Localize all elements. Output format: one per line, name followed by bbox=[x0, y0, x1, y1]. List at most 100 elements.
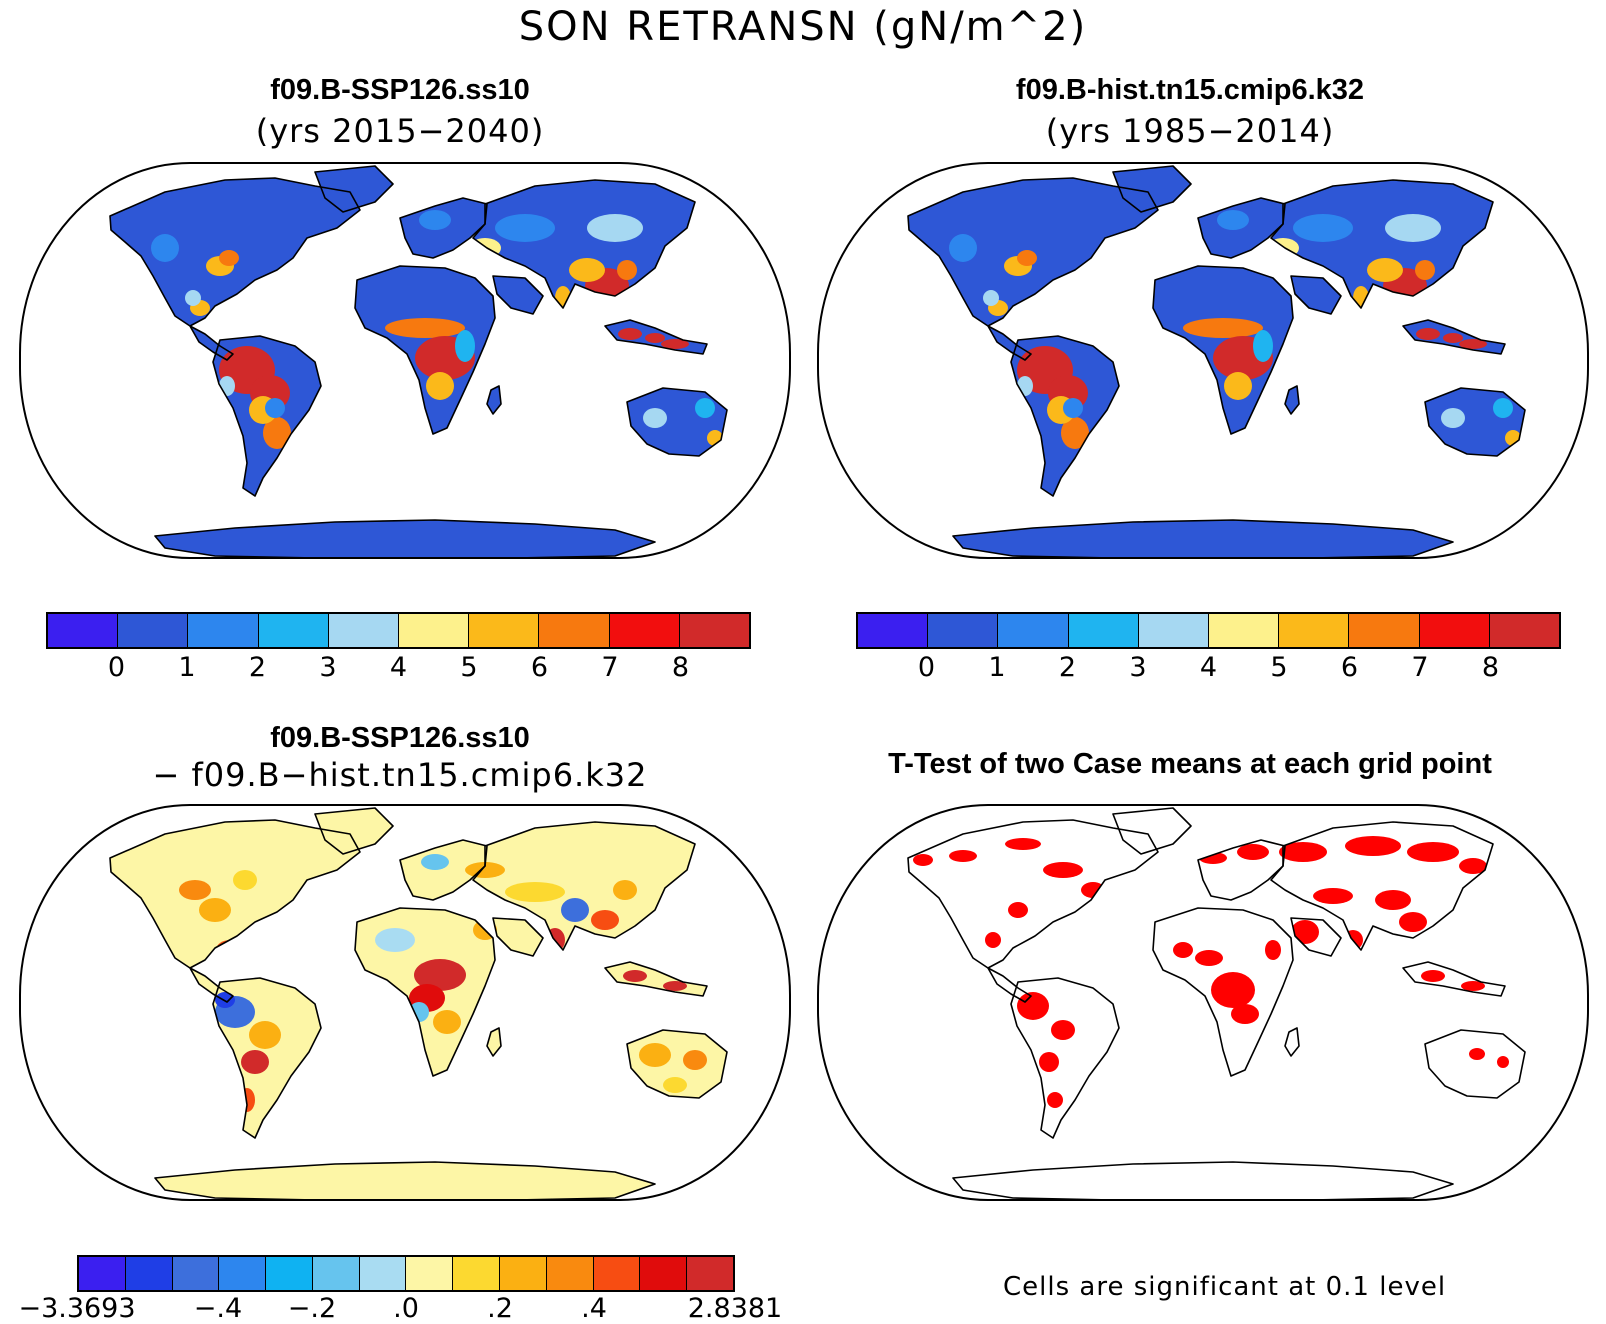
panel-subtitle-bottom-left: − f09.B−hist.tn15.cmip6.k32 bbox=[152, 756, 648, 794]
field-patch bbox=[1441, 408, 1465, 428]
coastline-south_america bbox=[212, 335, 322, 497]
coastline-se_asia_islands bbox=[1402, 319, 1506, 355]
colorbar-cell bbox=[328, 614, 400, 647]
coastline-antarctica bbox=[154, 1161, 656, 1200]
land-asia bbox=[1271, 180, 1493, 308]
map-border bbox=[19, 162, 791, 559]
colorbar-cell bbox=[858, 614, 929, 647]
field-patch bbox=[1061, 417, 1089, 449]
colorbar-cell bbox=[399, 614, 470, 647]
field-patch bbox=[1183, 318, 1263, 338]
field-patch bbox=[199, 898, 231, 922]
field-patch bbox=[663, 981, 687, 991]
colorbar-tick-label: 8 bbox=[1481, 652, 1500, 683]
coastline-south_america bbox=[1010, 977, 1120, 1139]
field-patch bbox=[1385, 214, 1441, 242]
field-patch bbox=[1493, 398, 1513, 418]
colorbar-tick-label: −.2 bbox=[287, 1293, 337, 1324]
coastline-greenland bbox=[1112, 165, 1192, 213]
field-patch bbox=[1399, 912, 1427, 932]
field-patch bbox=[949, 234, 977, 262]
coastline-africa bbox=[354, 907, 496, 1077]
colorbar-cell bbox=[188, 614, 259, 647]
colorbar-tick-label: .4 bbox=[581, 1293, 607, 1324]
coastline-asia bbox=[1270, 821, 1494, 951]
coastline-europe bbox=[1197, 197, 1286, 259]
field-patch bbox=[1421, 970, 1445, 982]
colorbar-cell bbox=[258, 614, 329, 647]
coastline-arabia bbox=[492, 917, 544, 957]
panel-title-top-left: f09.B-SSP126.ss10 bbox=[270, 74, 530, 106]
land-arabia bbox=[1291, 276, 1341, 314]
field-patch bbox=[185, 290, 201, 306]
colorbar-cell bbox=[48, 614, 119, 647]
field-patch bbox=[1008, 902, 1028, 918]
coastline-central_america bbox=[987, 967, 1032, 1003]
coastline-south_america bbox=[1010, 335, 1120, 497]
field-patch bbox=[1017, 992, 1049, 1020]
colorbar-cell bbox=[998, 614, 1069, 647]
colorbar-cell bbox=[266, 1257, 313, 1290]
field-patch bbox=[639, 1043, 671, 1067]
field-patch bbox=[426, 372, 454, 400]
field-patch bbox=[613, 880, 637, 900]
field-patch bbox=[421, 854, 449, 870]
land-north_america bbox=[110, 820, 360, 968]
coastline-se_asia_islands bbox=[604, 961, 708, 997]
coastline-madagascar bbox=[1284, 1027, 1300, 1057]
field-patch bbox=[1005, 838, 1041, 850]
field-patch bbox=[985, 932, 1001, 948]
colorbar-cell bbox=[679, 614, 750, 647]
coastline-europe bbox=[1197, 839, 1286, 901]
field-patch bbox=[1051, 1020, 1075, 1040]
significance-note: Cells are significant at 0.1 level bbox=[1003, 1272, 1447, 1302]
land-australia bbox=[1425, 1030, 1525, 1098]
map-border bbox=[817, 804, 1589, 1201]
field-patch bbox=[1231, 1004, 1259, 1024]
land-greenland bbox=[315, 166, 393, 212]
field-patch bbox=[663, 1077, 687, 1093]
coastline-central_america bbox=[987, 325, 1032, 361]
colorbar-cell bbox=[928, 614, 999, 647]
field-patch bbox=[913, 854, 933, 866]
map-border bbox=[19, 804, 791, 1201]
coastline-europe bbox=[399, 839, 488, 901]
coastline-central_america bbox=[189, 325, 234, 361]
field-patch bbox=[643, 408, 667, 428]
colorbar-tick-label: 6 bbox=[530, 652, 549, 683]
field-patch bbox=[1443, 333, 1463, 343]
coastline-madagascar bbox=[1284, 385, 1300, 415]
colorbar-cell bbox=[593, 1257, 641, 1290]
colorbar-cell bbox=[500, 1257, 547, 1290]
colorbar-bottom-left bbox=[77, 1255, 735, 1292]
coastline-africa bbox=[1152, 265, 1294, 435]
field-patch bbox=[385, 318, 465, 338]
coastline-australia bbox=[1424, 387, 1526, 457]
field-patch bbox=[263, 417, 291, 449]
coastline-se_asia_islands bbox=[604, 319, 708, 355]
colorbar-tick-label: 1 bbox=[178, 652, 196, 683]
field-patch bbox=[1279, 842, 1327, 862]
field-patch bbox=[151, 234, 179, 262]
field-patch bbox=[1195, 950, 1223, 966]
colorbar-tick-label: 5 bbox=[1270, 652, 1288, 683]
colorbar-tick-label: −3.3693 bbox=[18, 1293, 136, 1324]
coastline-antarctica bbox=[154, 519, 656, 558]
map-top-left bbox=[19, 162, 791, 559]
coastline-arabia bbox=[1290, 275, 1342, 315]
colorbar-cell bbox=[219, 1257, 267, 1290]
coastline-antarctica bbox=[952, 519, 1454, 558]
colorbar-cell bbox=[359, 1257, 407, 1290]
colorbar-cell bbox=[687, 1257, 733, 1290]
coastline-africa bbox=[1152, 907, 1294, 1077]
field-patch bbox=[1497, 1056, 1509, 1068]
colorbar-cell bbox=[640, 1257, 688, 1290]
colorbar-tick-label: 8 bbox=[671, 652, 690, 683]
field-patch bbox=[591, 910, 619, 930]
field-patch bbox=[949, 850, 977, 862]
field-patch bbox=[569, 258, 605, 282]
field-patch bbox=[1265, 940, 1281, 960]
colorbar-cell bbox=[1349, 614, 1420, 647]
colorbar-tick-label: 2 bbox=[1058, 652, 1077, 683]
colorbar-cell bbox=[453, 1257, 501, 1290]
